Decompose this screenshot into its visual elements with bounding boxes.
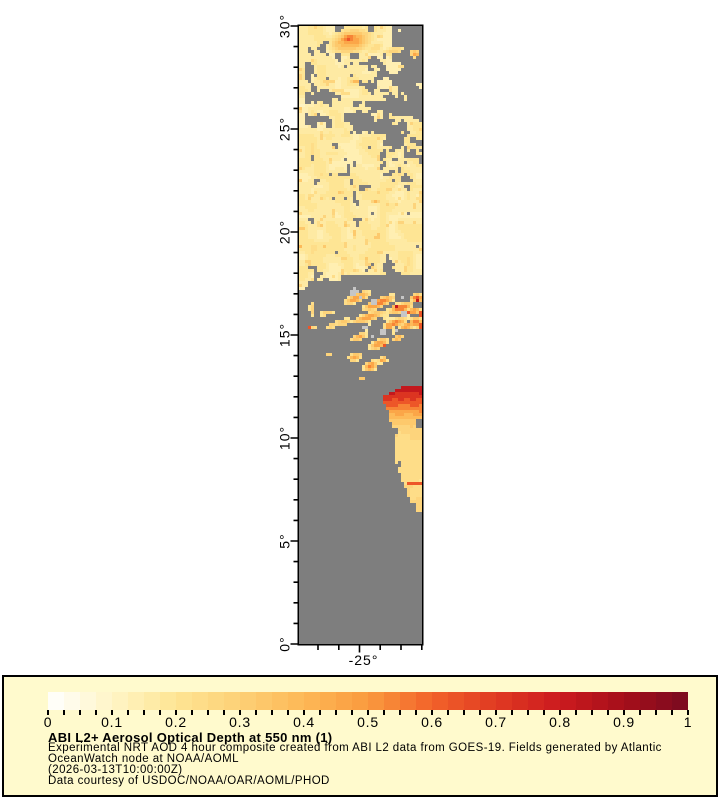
svg-text:15°: 15°	[277, 323, 293, 347]
svg-text:5°: 5°	[277, 533, 293, 548]
svg-text:25°: 25°	[277, 117, 293, 141]
svg-text:30°: 30°	[277, 14, 293, 38]
svg-text:20°: 20°	[277, 220, 293, 244]
svg-text:10°: 10°	[277, 426, 293, 450]
svg-text:-25°: -25°	[349, 652, 379, 668]
svg-text:0°: 0°	[277, 636, 293, 651]
